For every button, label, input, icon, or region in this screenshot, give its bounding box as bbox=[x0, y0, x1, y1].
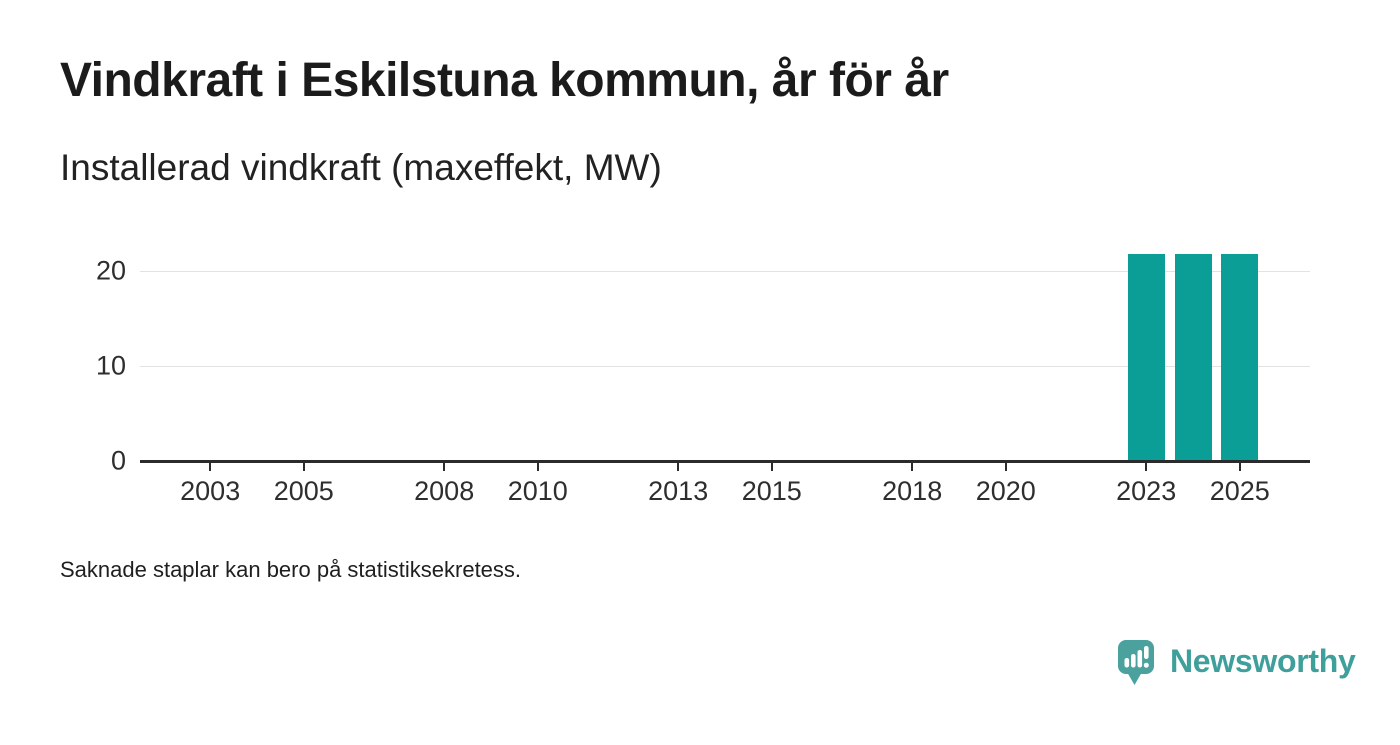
bar-2024 bbox=[1174, 253, 1212, 461]
x-axis-tick-mark bbox=[1144, 462, 1148, 471]
x-axis-tick-mark bbox=[208, 462, 212, 471]
x-axis-tick-label: 2015 bbox=[741, 476, 802, 506]
x-axis-tick-label: 2010 bbox=[507, 476, 568, 506]
x-axis-tick-label: 2018 bbox=[882, 476, 943, 506]
gridline-10 bbox=[140, 365, 1310, 367]
chart-title: Vindkraft i Eskilstuna kommun, år för år bbox=[60, 54, 949, 107]
bar-2023 bbox=[1127, 253, 1165, 461]
x-axis-tick-mark bbox=[1238, 462, 1242, 471]
x-axis-tick-label: 2020 bbox=[975, 476, 1036, 506]
x-axis-line bbox=[140, 459, 1310, 463]
y-axis-tick-label: 0 bbox=[110, 445, 126, 476]
x-axis-tick-label: 2008 bbox=[414, 476, 475, 506]
y-axis-tick-label: 20 bbox=[95, 255, 126, 286]
chart-footnote: Saknade staplar kan bero på statistiksek… bbox=[60, 557, 522, 582]
x-axis-tick-label: 2005 bbox=[273, 476, 334, 506]
bar-chart-speech-bubble-icon bbox=[1117, 639, 1155, 686]
x-axis-tick-mark bbox=[536, 462, 540, 471]
x-axis-tick-label: 2003 bbox=[180, 476, 241, 506]
x-axis-tick-mark bbox=[1004, 462, 1008, 471]
newsworthy-logo: Newsworthy bbox=[1117, 639, 1356, 686]
x-axis-tick-mark bbox=[770, 462, 774, 471]
chart-subtitle: Installerad vindkraft (maxeffekt, MW) bbox=[60, 147, 662, 188]
newsworthy-wordmark: Newsworthy bbox=[1170, 643, 1356, 679]
x-axis-tick-mark bbox=[910, 462, 914, 471]
x-axis-tick-mark bbox=[442, 462, 446, 471]
bar-2025 bbox=[1221, 253, 1259, 461]
x-axis-tick-label: 2013 bbox=[648, 476, 709, 506]
x-axis-tick-mark bbox=[302, 462, 306, 471]
x-axis-tick-label: 2025 bbox=[1209, 476, 1270, 506]
x-axis-tick-mark bbox=[676, 462, 680, 471]
x-axis-tick-label: 2023 bbox=[1116, 476, 1177, 506]
gridline-20 bbox=[140, 270, 1310, 272]
y-axis-tick-label: 10 bbox=[95, 350, 126, 381]
